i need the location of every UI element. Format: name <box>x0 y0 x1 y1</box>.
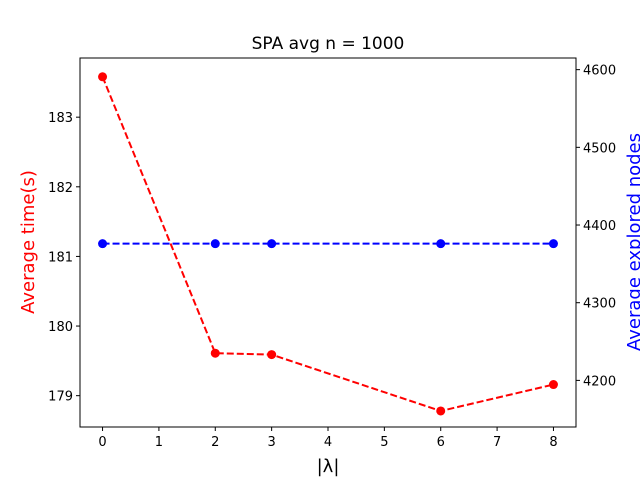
series-1-point <box>548 380 558 390</box>
right-y-tick-label: 4400 <box>583 219 616 234</box>
x-tick-label: 3 <box>267 435 275 450</box>
left-y-tick-label: 183 <box>48 111 73 126</box>
x-tick-label: 8 <box>549 435 557 450</box>
x-tick-label: 0 <box>98 435 106 450</box>
x-tick-label: 4 <box>324 435 332 450</box>
chart-title: SPA avg n = 1000 <box>252 34 405 54</box>
series-2-point <box>436 239 446 249</box>
plot-frame <box>79 57 577 428</box>
series-1-point <box>267 350 277 360</box>
series-1-point <box>210 348 220 358</box>
right-y-tick-label: 4600 <box>583 64 616 79</box>
x-axis-label: |λ| <box>317 456 340 477</box>
left-y-tick-label: 181 <box>48 250 73 265</box>
x-tick-label: 1 <box>155 435 163 450</box>
series-1-point <box>436 406 446 416</box>
left-y-tick-label: 180 <box>48 320 73 335</box>
x-tick-label: 6 <box>437 435 445 450</box>
series-1-point <box>98 72 108 82</box>
x-tick-label: 7 <box>493 435 501 450</box>
series-2-point <box>98 239 108 249</box>
plot-marks <box>98 72 558 416</box>
right-y-tick-label: 4500 <box>583 141 616 156</box>
right-axis-label: Average explored nodes <box>624 133 640 351</box>
left-y-tick-label: 179 <box>48 390 73 405</box>
left-axis-label: Average time(s) <box>18 170 39 314</box>
right-y-tick-label: 4200 <box>583 374 616 389</box>
series-2-point <box>548 239 558 249</box>
series-2-point <box>267 239 277 249</box>
series-2-point <box>210 239 220 249</box>
left-y-tick-label: 182 <box>48 181 73 196</box>
x-tick-label: 5 <box>380 435 388 450</box>
right-y-tick-label: 4300 <box>583 297 616 312</box>
x-tick-label: 2 <box>211 435 219 450</box>
axes: 0 1 2 3 4 5 6 7 8 179 180 181 182 183 4200 4300 4400 4500… <box>48 64 616 450</box>
